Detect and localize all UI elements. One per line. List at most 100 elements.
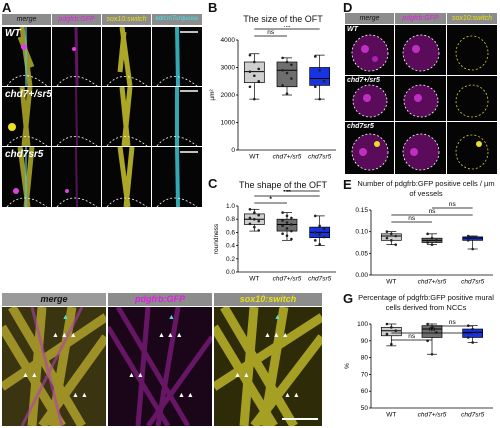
panel-a-het-pdgfrb xyxy=(52,87,101,146)
y-tick-label: 2000 xyxy=(221,92,236,99)
data-point xyxy=(285,234,289,237)
panel-a-mut-merge xyxy=(2,147,51,207)
data-point xyxy=(430,236,434,240)
significance-label: ns xyxy=(449,201,457,208)
panel-a-wt-merge xyxy=(2,27,51,86)
svg-text:▲: ▲ xyxy=(168,314,175,321)
box-0 xyxy=(243,61,265,83)
y-tick-label: 60 xyxy=(361,388,369,395)
data-point xyxy=(285,60,289,64)
x-tick-label: chd7sr5 xyxy=(308,276,332,283)
data-point xyxy=(253,60,256,64)
panel-d-row-mut: chd7sr5 xyxy=(347,123,374,130)
data-point xyxy=(253,97,256,101)
data-point xyxy=(318,224,321,228)
svg-text:▲ ▲: ▲ ▲ xyxy=(128,372,144,379)
data-point xyxy=(435,239,438,242)
data-point xyxy=(248,70,252,73)
data-point xyxy=(281,224,284,228)
y-axis-label: % xyxy=(344,363,351,369)
data-point xyxy=(313,55,317,58)
data-point xyxy=(253,74,256,78)
data-point xyxy=(385,322,389,326)
data-point xyxy=(322,227,326,231)
x-tick-label: chd7+/sr5 xyxy=(418,279,447,286)
significance-label: ns xyxy=(267,29,275,36)
box-1 xyxy=(276,218,298,232)
panel-a-row-mut: chd7sr5 xyxy=(5,149,44,160)
y-tick-label: 100 xyxy=(357,321,368,328)
data-point xyxy=(318,68,321,72)
data-point xyxy=(430,326,434,329)
x-tick-label: WT xyxy=(249,276,259,283)
data-point xyxy=(426,322,429,326)
panel-label-e: E xyxy=(343,177,352,192)
panel-d-wt-merge xyxy=(345,25,394,75)
data-point xyxy=(285,92,289,95)
data-point xyxy=(290,63,293,67)
data-point xyxy=(281,68,284,72)
panel-f-merge-image: ▲ ▲ ▲ ▲ ▲ ▲ ▲ ▲ xyxy=(2,307,106,426)
data-point xyxy=(313,85,317,89)
panel-d-header-pdgfrb: pdgfrb:GFP xyxy=(395,13,446,24)
y-tick-label: 1.0 xyxy=(226,203,235,210)
data-point xyxy=(253,217,256,221)
significance-label: ns xyxy=(300,190,308,191)
data-point xyxy=(257,79,261,83)
data-point xyxy=(322,235,326,239)
y-tick-label: 0.8 xyxy=(226,216,235,223)
data-point xyxy=(281,211,284,214)
data-point xyxy=(253,211,256,214)
data-point xyxy=(290,223,293,226)
panel-d-header-merge: merge xyxy=(345,13,394,24)
panel-d-mut-merge xyxy=(345,122,394,174)
panel-a-het-kdrl xyxy=(152,87,202,146)
x-tick-label: WT xyxy=(386,412,396,419)
y-tick-label: 90 xyxy=(361,338,369,345)
data-point xyxy=(390,239,393,242)
data-point xyxy=(471,327,474,331)
data-point xyxy=(281,219,284,222)
data-point xyxy=(285,214,289,218)
x-tick-label: chd7+/sr5 xyxy=(418,412,447,419)
data-point xyxy=(426,232,429,236)
data-point xyxy=(290,216,293,220)
y-axis-label: µm² xyxy=(209,89,216,101)
y-tick-label: 0.10 xyxy=(355,229,368,236)
data-point xyxy=(475,331,479,334)
data-point xyxy=(394,243,398,246)
x-tick-label: chd7+/sr5 xyxy=(273,154,302,161)
data-point xyxy=(390,342,393,346)
data-point xyxy=(471,341,474,344)
panel-d-mut-sox10 xyxy=(447,122,497,174)
panel-d-row-wt: WT xyxy=(347,26,358,33)
data-point xyxy=(390,326,393,329)
svg-text:▲ ▲: ▲ ▲ xyxy=(72,392,88,399)
data-point xyxy=(248,85,252,89)
panel-a-het-sox10 xyxy=(102,87,151,146)
data-point xyxy=(285,227,289,230)
panel-label-g: G xyxy=(343,291,354,306)
significance-label: ns xyxy=(449,319,457,326)
data-point xyxy=(285,71,289,75)
significance-label: * xyxy=(269,196,272,203)
data-point xyxy=(313,239,317,242)
x-tick-label: chd7+/sr5 xyxy=(273,276,302,283)
data-point xyxy=(318,242,321,246)
panel-a-wt-sox10 xyxy=(102,27,151,86)
data-point xyxy=(322,79,326,83)
data-point xyxy=(290,77,293,80)
panel-a-wt-pdgfrb xyxy=(52,27,101,86)
y-axis-label: roundness xyxy=(213,223,220,254)
chart-g-title: Percentage of pdgfrb:GFP positive mural … xyxy=(358,293,494,312)
svg-text:▲ ▲: ▲ ▲ xyxy=(22,372,38,379)
panel-d-header-sox10: sox10:switch xyxy=(447,13,497,24)
y-tick-label: 0.6 xyxy=(226,229,235,236)
data-point xyxy=(394,329,398,333)
data-point xyxy=(471,247,474,251)
chart-e: 0.00 0.05 0.10 0.15 WT chd7+/sr5 chd7sr5 ns ns ns xyxy=(355,201,493,286)
data-point xyxy=(430,352,434,356)
x-tick-label: WT xyxy=(249,154,259,161)
panel-d-wt-pdgfrb xyxy=(395,25,446,75)
y-tick-label: 0.15 xyxy=(355,207,368,214)
